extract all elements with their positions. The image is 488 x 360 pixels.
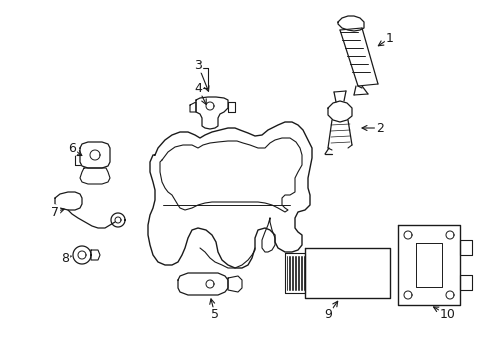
Text: 5: 5 bbox=[210, 309, 219, 321]
Text: 6: 6 bbox=[68, 141, 76, 154]
Text: 4: 4 bbox=[194, 81, 202, 95]
Text: 1: 1 bbox=[385, 32, 393, 45]
Text: 7: 7 bbox=[51, 206, 59, 219]
Text: 8: 8 bbox=[61, 252, 69, 265]
Text: 2: 2 bbox=[375, 122, 383, 135]
Text: 9: 9 bbox=[324, 309, 331, 321]
Text: 3: 3 bbox=[194, 59, 202, 72]
Text: 10: 10 bbox=[439, 309, 455, 321]
